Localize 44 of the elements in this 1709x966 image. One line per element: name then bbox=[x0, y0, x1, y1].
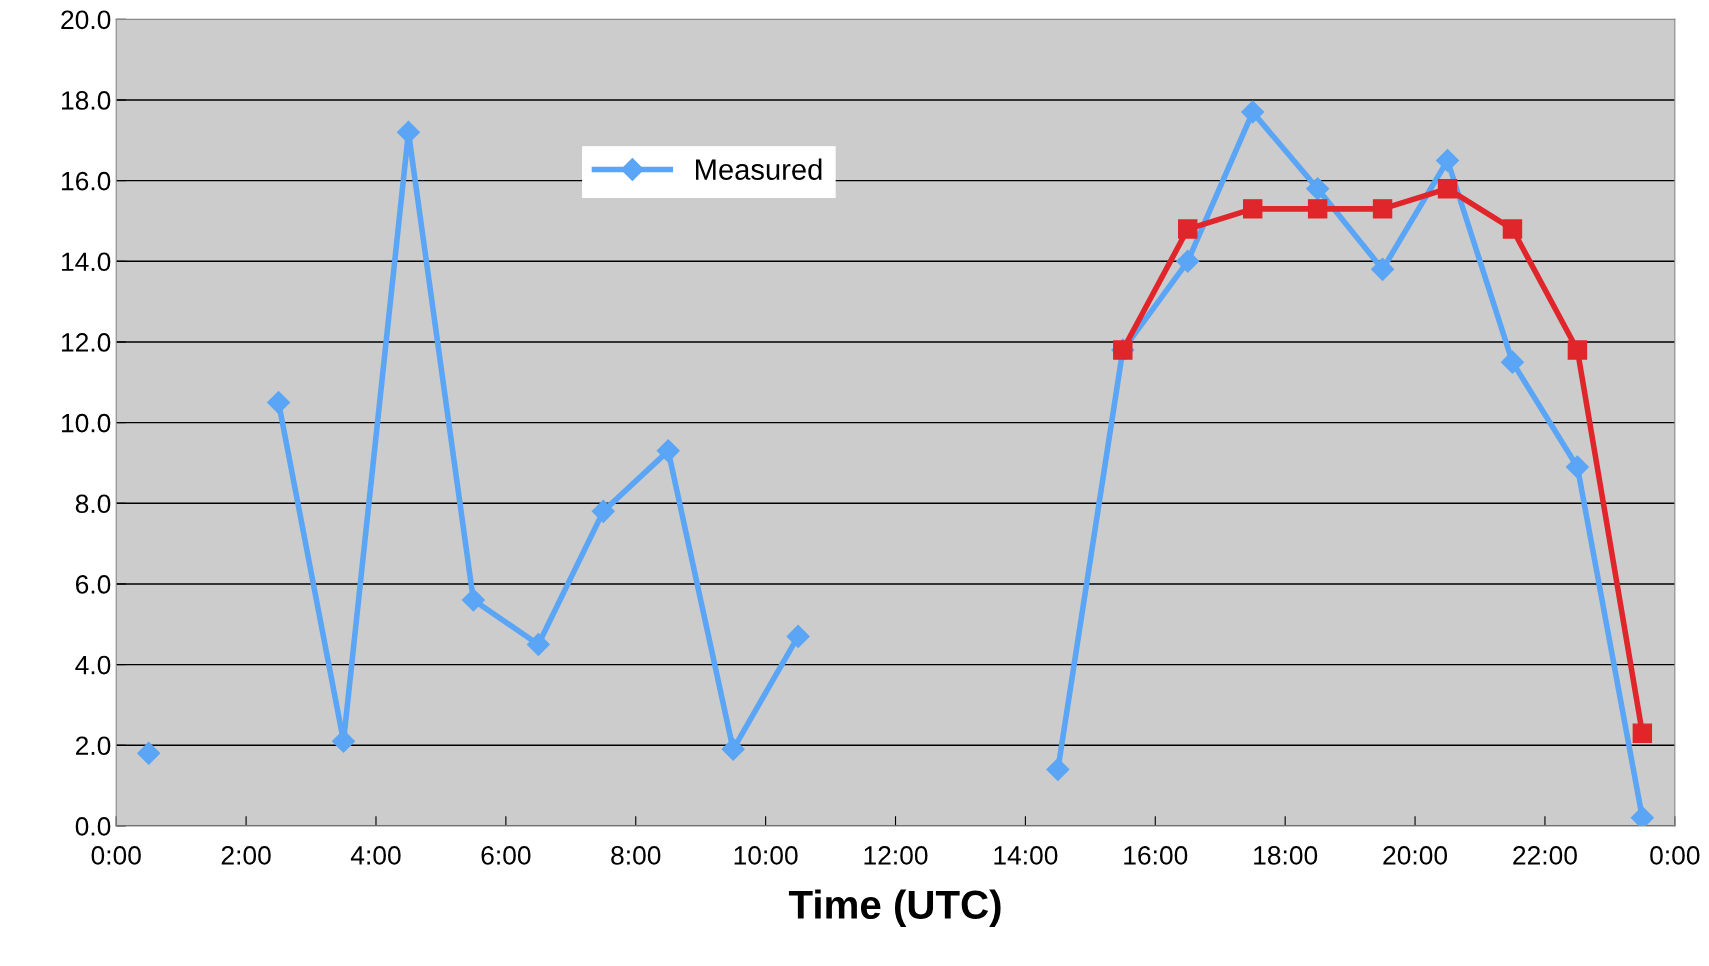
point bbox=[1372, 199, 1393, 219]
point bbox=[1437, 178, 1458, 199]
y-tick-label: 20.0 bbox=[61, 10, 111, 30]
x-tick-label: 16:00 bbox=[1124, 846, 1188, 865]
x-tick-label: 4:00 bbox=[350, 846, 401, 865]
point bbox=[1306, 177, 1330, 201]
x-tick-label: 6:00 bbox=[481, 846, 531, 865]
point bbox=[1241, 100, 1265, 124]
y-tick-label: 4.0 bbox=[75, 655, 111, 675]
x-tick-label: 14:00 bbox=[994, 846, 1058, 865]
y-tick-label: 16.0 bbox=[62, 171, 111, 191]
y-tick-label: 2.0 bbox=[76, 736, 111, 756]
point bbox=[1567, 340, 1588, 360]
point bbox=[1242, 199, 1263, 219]
x-tick-label: 18:00 bbox=[1254, 846, 1318, 865]
legend-label: Measured bbox=[696, 158, 822, 180]
x-tick-label: 2:00 bbox=[221, 846, 271, 865]
point bbox=[1176, 249, 1200, 273]
y-tick-label: 10.0 bbox=[62, 413, 111, 433]
point bbox=[1502, 219, 1523, 239]
x-tick-label: 0:00 bbox=[1650, 846, 1700, 865]
point bbox=[1565, 455, 1589, 479]
y-tick-label: 18.0 bbox=[62, 91, 111, 110]
point bbox=[1632, 723, 1653, 743]
point bbox=[1436, 148, 1460, 172]
y-tick-label: 12.0 bbox=[62, 333, 111, 352]
point bbox=[1046, 757, 1070, 781]
point bbox=[1500, 350, 1524, 374]
x-tick-label: 8:00 bbox=[611, 846, 661, 865]
x-tick-label: 12:00 bbox=[864, 846, 928, 865]
y-tick-label: 6.0 bbox=[76, 575, 111, 594]
y-tick-label: 8.0 bbox=[75, 494, 111, 514]
x-tick-label: 10:00 bbox=[734, 846, 798, 865]
point bbox=[1307, 199, 1328, 219]
point bbox=[137, 741, 161, 765]
x-tick-label: 0:00 bbox=[91, 846, 141, 865]
point bbox=[1630, 806, 1654, 826]
x-tick-label: 22:00 bbox=[1513, 846, 1577, 865]
y-tick-label: 0.0 bbox=[75, 817, 111, 836]
x-tick-label: 20:00 bbox=[1383, 846, 1448, 865]
y-tick-label: 14.0 bbox=[62, 252, 111, 272]
x-axis-title: Time (UTC) bbox=[788, 889, 1001, 927]
point bbox=[1371, 257, 1395, 281]
point bbox=[1178, 219, 1198, 239]
